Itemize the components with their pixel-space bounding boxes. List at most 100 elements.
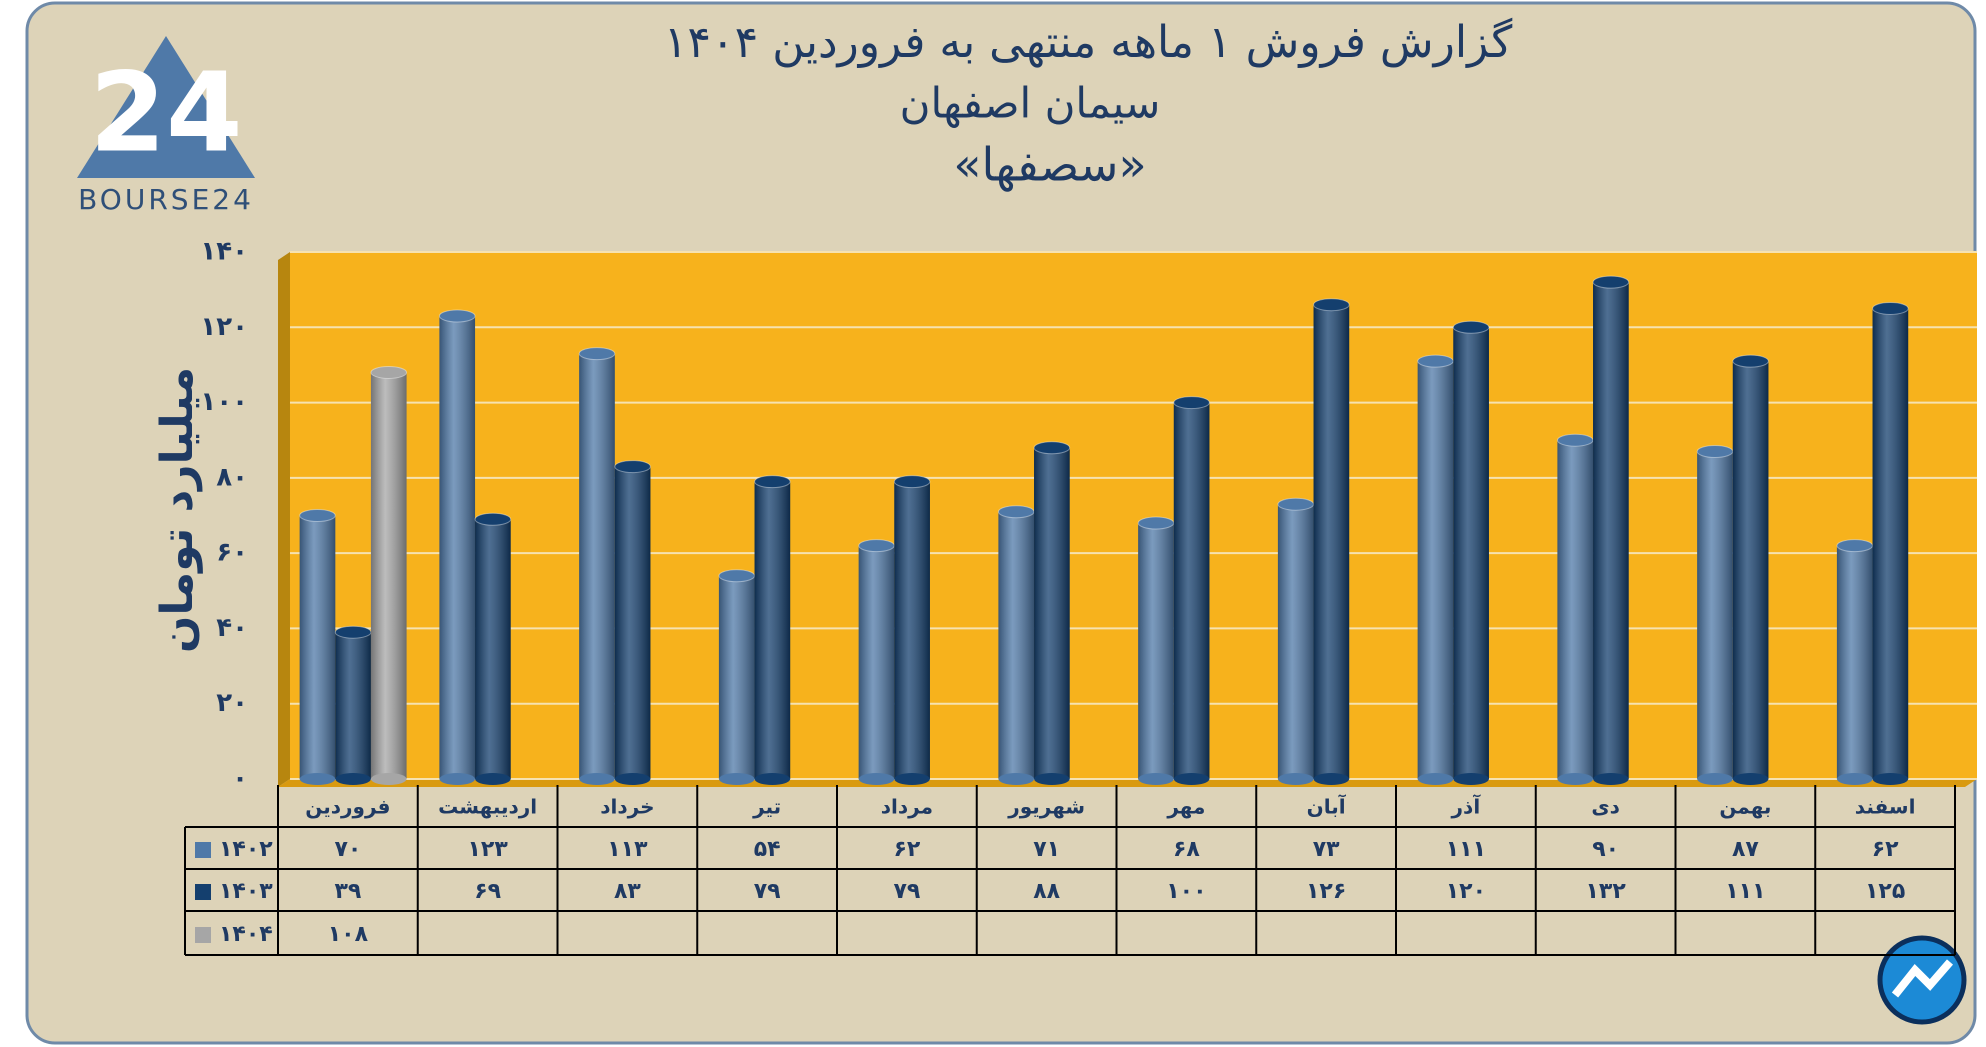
plot-area <box>290 252 1977 779</box>
bar-shade <box>1732 361 1769 779</box>
y-tick-label: ۱۲۰ <box>200 312 248 342</box>
y-tick-label: ۶۰ <box>216 538 248 568</box>
bar-bottom <box>1697 773 1733 785</box>
bar-bottom <box>579 773 615 785</box>
bar-bottom <box>1034 773 1070 785</box>
bar-bottom <box>1557 773 1594 785</box>
bar-top <box>754 475 791 489</box>
x-tick-label: تیر <box>752 795 781 819</box>
table-value: ۱۰۰ <box>1166 879 1206 904</box>
bar-top <box>1836 539 1874 553</box>
bar-shade <box>299 515 336 779</box>
bar-bottom <box>1277 773 1314 785</box>
table-value: ۶۸ <box>1173 837 1200 862</box>
bar-top <box>438 309 476 323</box>
table-value: ۱۲۰ <box>1446 879 1486 904</box>
bar-bottom <box>299 773 336 785</box>
legend-label: ۱۴۰۲ <box>219 837 273 862</box>
bar-top <box>1872 301 1909 315</box>
legend-label: ۱۴۰۴ <box>219 922 273 947</box>
bar-bottom <box>718 773 755 785</box>
table-value: ۵۴ <box>754 837 781 862</box>
bar-shade <box>1034 447 1070 779</box>
table-value: ۸۷ <box>1732 837 1759 862</box>
bar-top <box>1137 516 1175 530</box>
bar-top <box>299 509 336 522</box>
bar-top <box>893 475 931 489</box>
bar-shade <box>1453 327 1489 779</box>
bar-shade <box>1836 545 1873 779</box>
bar-shade <box>1593 282 1629 779</box>
bar-shade <box>754 481 791 779</box>
y-tick-label: ۸۰ <box>216 462 248 492</box>
table-value: ۶۹ <box>474 879 501 904</box>
x-tick-label: مرداد <box>881 795 933 819</box>
bar-bottom <box>370 773 407 785</box>
bar-top <box>1277 497 1315 511</box>
y-tick-label: ۴۰ <box>216 613 248 643</box>
table-value: ۱۱۱ <box>1446 837 1486 862</box>
x-tick-label: شهریور <box>1007 795 1085 819</box>
bar-shade <box>335 632 371 779</box>
table-value: ۶۲ <box>1872 837 1899 862</box>
bar-top <box>1696 445 1734 459</box>
bar-bottom <box>1417 773 1454 785</box>
chart-subtitle: «سصفها» <box>953 138 1146 192</box>
table-value: ۶۲ <box>893 837 920 862</box>
table-value: ۱۲۶ <box>1306 879 1346 904</box>
bar-top <box>614 460 651 474</box>
x-tick-label: مهر <box>1166 795 1205 819</box>
bar-bottom <box>894 773 930 785</box>
bar-bottom <box>1313 773 1350 785</box>
bar-top <box>474 512 512 526</box>
bar-shade <box>1173 402 1210 779</box>
floor <box>278 779 1977 787</box>
bar-top <box>578 347 616 361</box>
bar-bottom <box>1732 773 1769 785</box>
x-tick-label: اردیبهشت <box>438 795 537 819</box>
badge-arrow <box>1891 959 1954 998</box>
bar-bottom <box>998 773 1035 785</box>
bar-shade <box>579 353 615 779</box>
x-tick-label: آبان <box>1307 794 1347 819</box>
table-value: ۱۲۵ <box>1865 879 1905 904</box>
bar-shade <box>1697 451 1733 779</box>
bar-bottom <box>614 773 651 785</box>
bar-bottom <box>754 773 791 785</box>
x-tick-label: خرداد <box>600 795 654 819</box>
table-value: ۸۸ <box>1033 879 1060 904</box>
y-axis-label: میلیارد تومان <box>152 367 203 653</box>
bar-top <box>1417 354 1454 368</box>
bar-bottom <box>1593 773 1629 785</box>
bar-shade <box>1417 361 1454 779</box>
x-tick-label: دی <box>1591 795 1620 819</box>
legend-swatch <box>195 842 211 858</box>
legend-swatch <box>195 884 211 900</box>
x-tick-label: اسفند <box>1855 795 1916 819</box>
bar-shade <box>1277 504 1314 779</box>
bar-bottom <box>439 773 476 785</box>
table-value: ۷۹ <box>893 879 920 904</box>
badge <box>1877 935 1967 1025</box>
y-tick-label: ۱۰۰ <box>200 387 248 417</box>
bar-top <box>370 365 408 379</box>
bar-top <box>1592 275 1630 289</box>
bar-shade <box>1313 304 1350 779</box>
table-value: ۷۹ <box>754 879 781 904</box>
bar-top <box>718 569 756 583</box>
side-wall <box>278 252 290 787</box>
x-tick-label: فروردین <box>305 795 390 819</box>
logo-triangle <box>77 36 255 178</box>
bar-top <box>1313 298 1350 312</box>
bar-bottom <box>335 773 371 785</box>
table-value: ۱۲۳ <box>467 837 508 862</box>
x-tick-label: آذر <box>1451 794 1482 819</box>
bar-top <box>1173 396 1210 410</box>
bar-shade <box>1557 440 1594 779</box>
x-tick-label: بهمن <box>1719 795 1771 819</box>
bar-shade <box>1138 523 1174 779</box>
bar-bottom <box>1453 773 1489 785</box>
y-tick-label: ۰ <box>232 764 248 794</box>
table-value: ۷۳ <box>1313 837 1340 862</box>
chart-title: گزارش فروش ۱ ماهه منتهی به فروردین ۱۴۰۴ <box>664 17 1513 68</box>
